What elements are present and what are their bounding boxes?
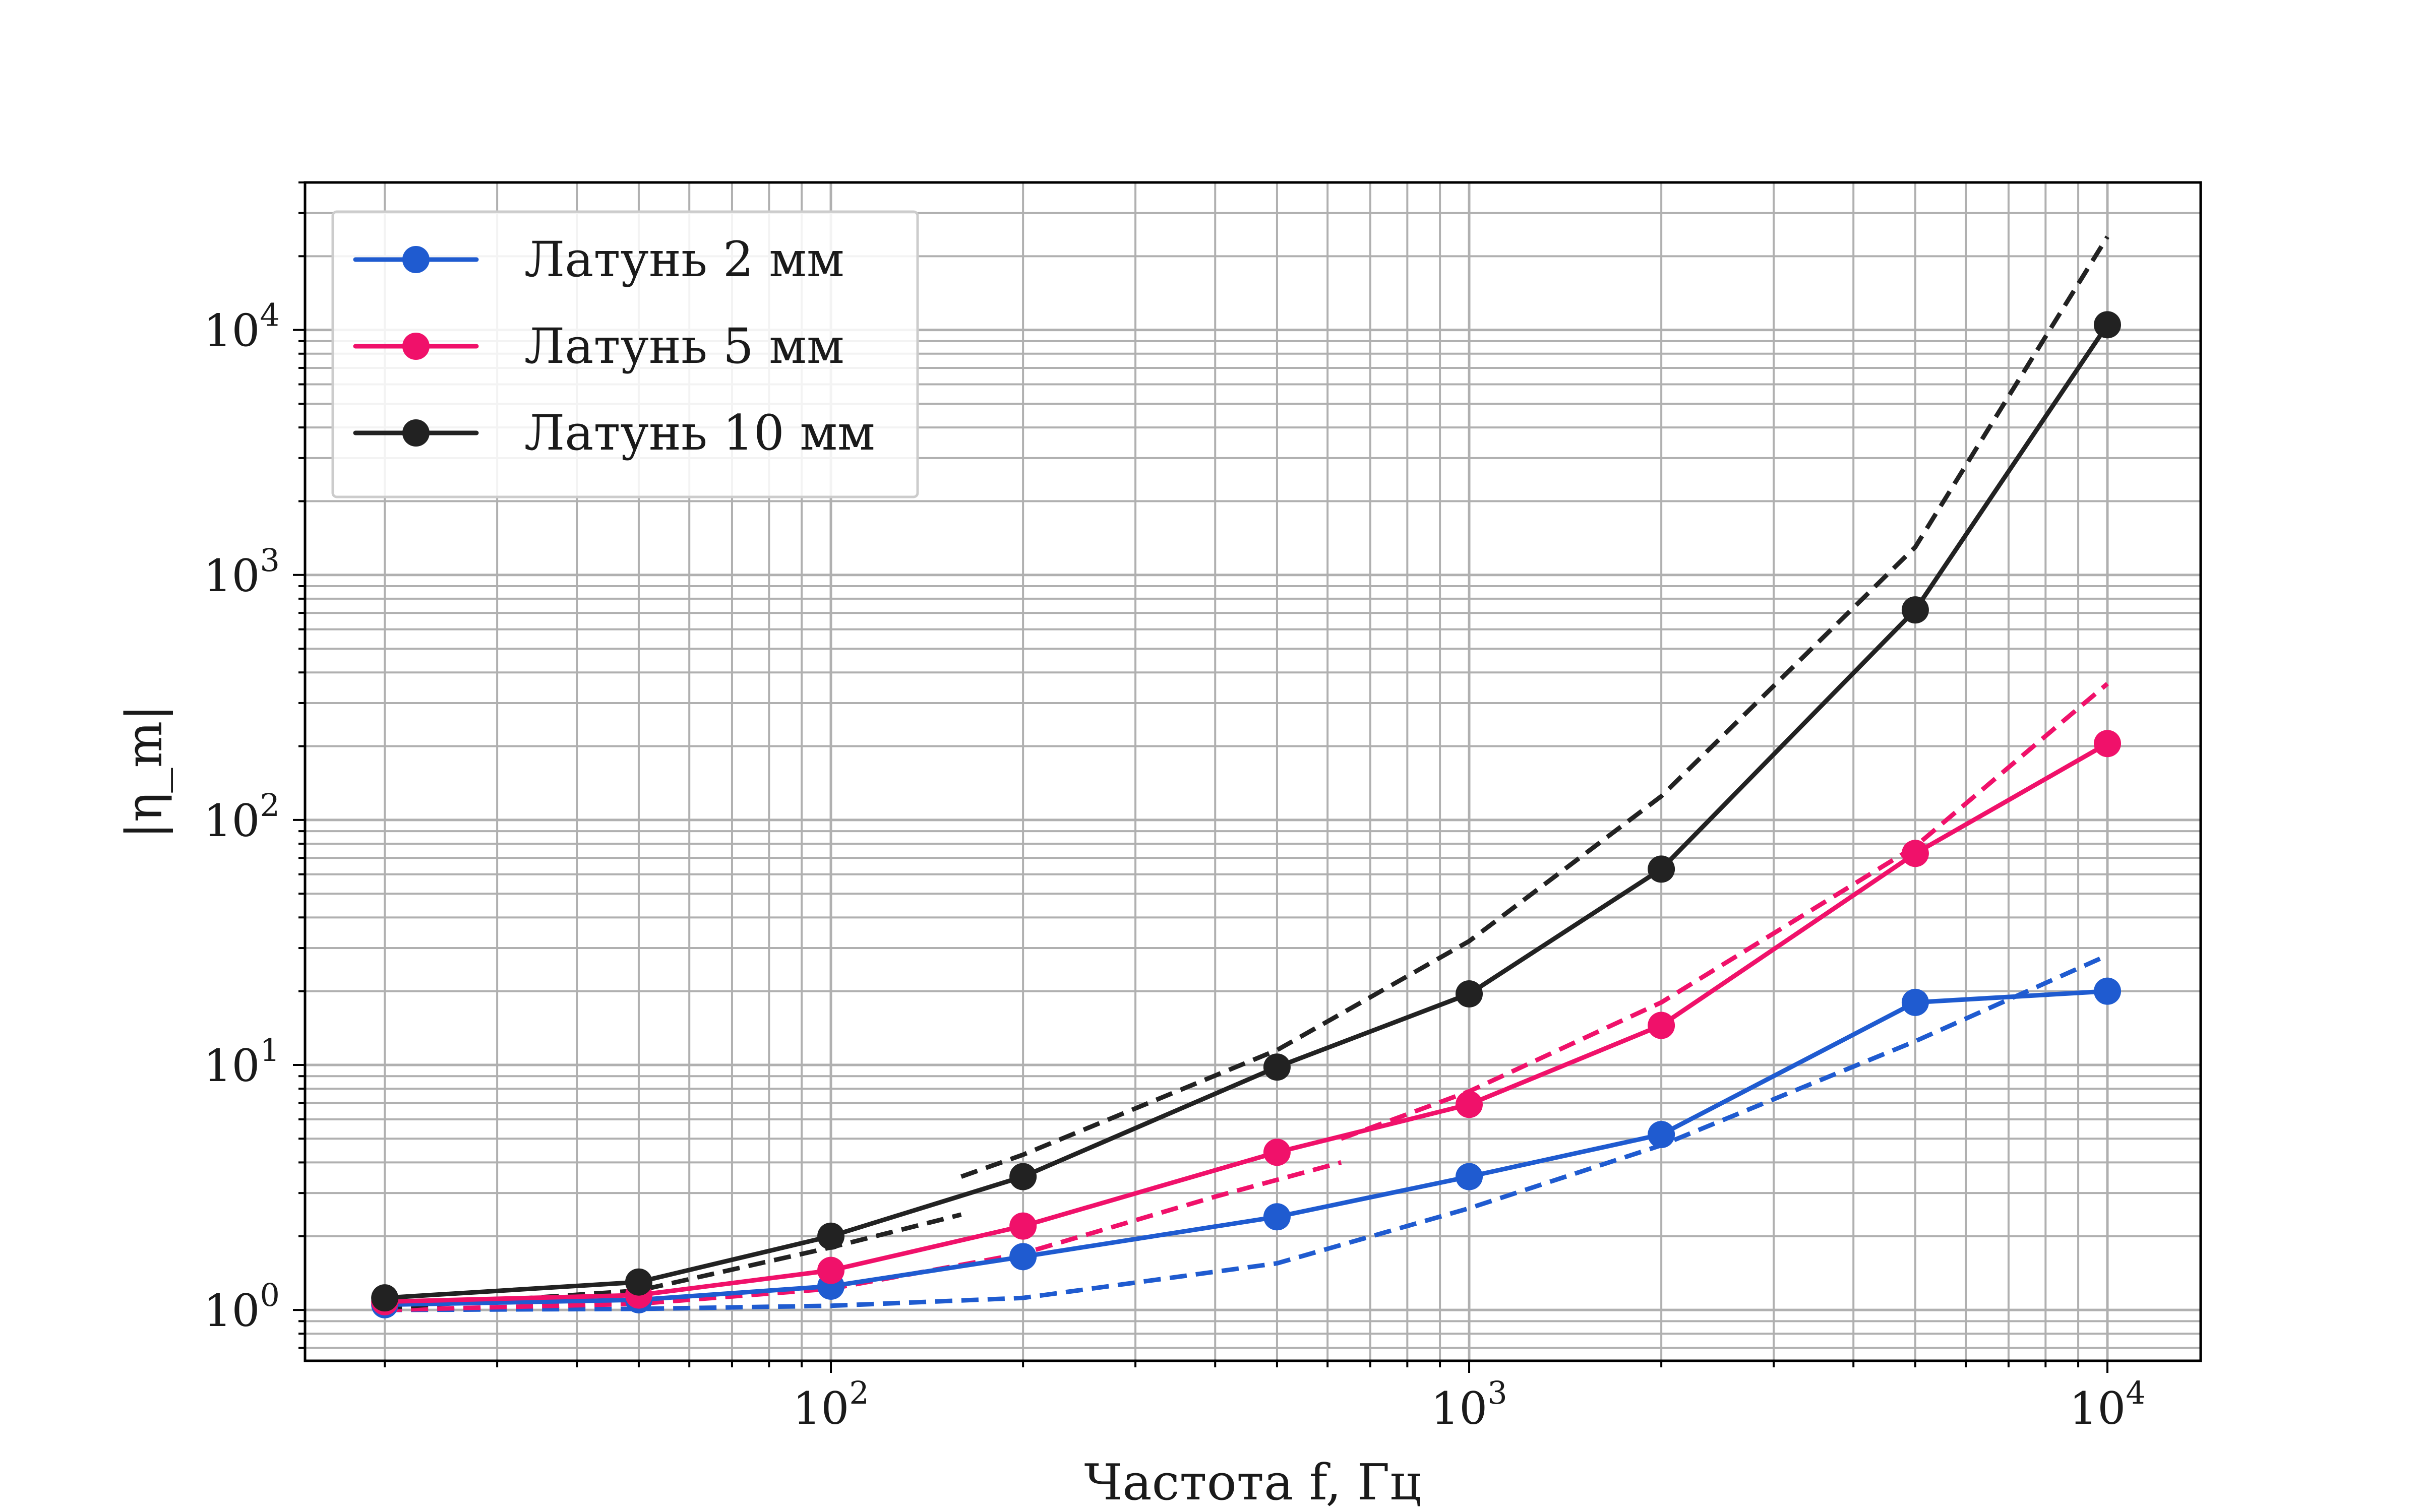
series-point — [1009, 1212, 1037, 1240]
series-layer — [371, 235, 2122, 1318]
ticks — [293, 181, 2109, 1373]
dashed-curve — [385, 1160, 1342, 1312]
series-point — [1901, 840, 1929, 867]
x-tick-label: 102 — [793, 1374, 869, 1434]
legend-label: Латунь 2 мм — [524, 231, 844, 288]
legend-marker — [402, 333, 430, 360]
series-point — [817, 1256, 845, 1284]
series-point — [2094, 977, 2122, 1005]
x-tick-label: 103 — [1431, 1374, 1507, 1434]
legend-box — [331, 210, 919, 498]
series-point — [1009, 1163, 1037, 1190]
series-point — [371, 1284, 399, 1312]
dashed-curve — [384, 1212, 962, 1310]
dashed-curve — [1340, 682, 2109, 1141]
y-tick-label: 104 — [204, 297, 280, 357]
series-point — [2094, 311, 2122, 339]
dashed-curve — [960, 235, 2109, 1179]
legend-label: Латунь 10 мм — [524, 405, 875, 461]
series-point — [1456, 1091, 1483, 1118]
y-tick-label: 102 — [204, 787, 280, 847]
y-tick-label: 100 — [204, 1277, 280, 1337]
series-point — [1009, 1243, 1037, 1271]
x-axis-label: Частота f, Гц — [1084, 1454, 1421, 1511]
series-point — [817, 1222, 845, 1250]
series-point — [2094, 730, 2122, 758]
series-point — [1456, 1163, 1483, 1190]
plot-frame — [304, 181, 2202, 1362]
legend: Латунь 2 мм Латунь 5 мм Латунь 10 мм — [331, 210, 919, 498]
series-point — [625, 1268, 652, 1296]
dashed-curve — [385, 953, 2108, 1312]
series-point — [1456, 980, 1483, 1007]
x-tick-label: 104 — [2069, 1374, 2145, 1434]
y-tick-label: 103 — [204, 542, 280, 602]
tick-labels: 102 103 104 100 101 102 103 104 — [204, 297, 2146, 1434]
series-point — [1901, 988, 1929, 1016]
series-point — [1263, 1053, 1291, 1081]
y-tick-label: 101 — [204, 1032, 280, 1092]
series-point — [1648, 855, 1675, 883]
series-point — [1648, 1121, 1675, 1149]
y-axis-label: |η_m| — [116, 705, 173, 839]
series-point — [1263, 1139, 1291, 1166]
legend-label: Латунь 5 мм — [524, 318, 844, 374]
series-point — [1263, 1203, 1291, 1231]
series-point — [1648, 1012, 1675, 1039]
legend-marker — [402, 246, 430, 273]
series-point — [1901, 596, 1929, 624]
legend-marker — [402, 419, 430, 447]
